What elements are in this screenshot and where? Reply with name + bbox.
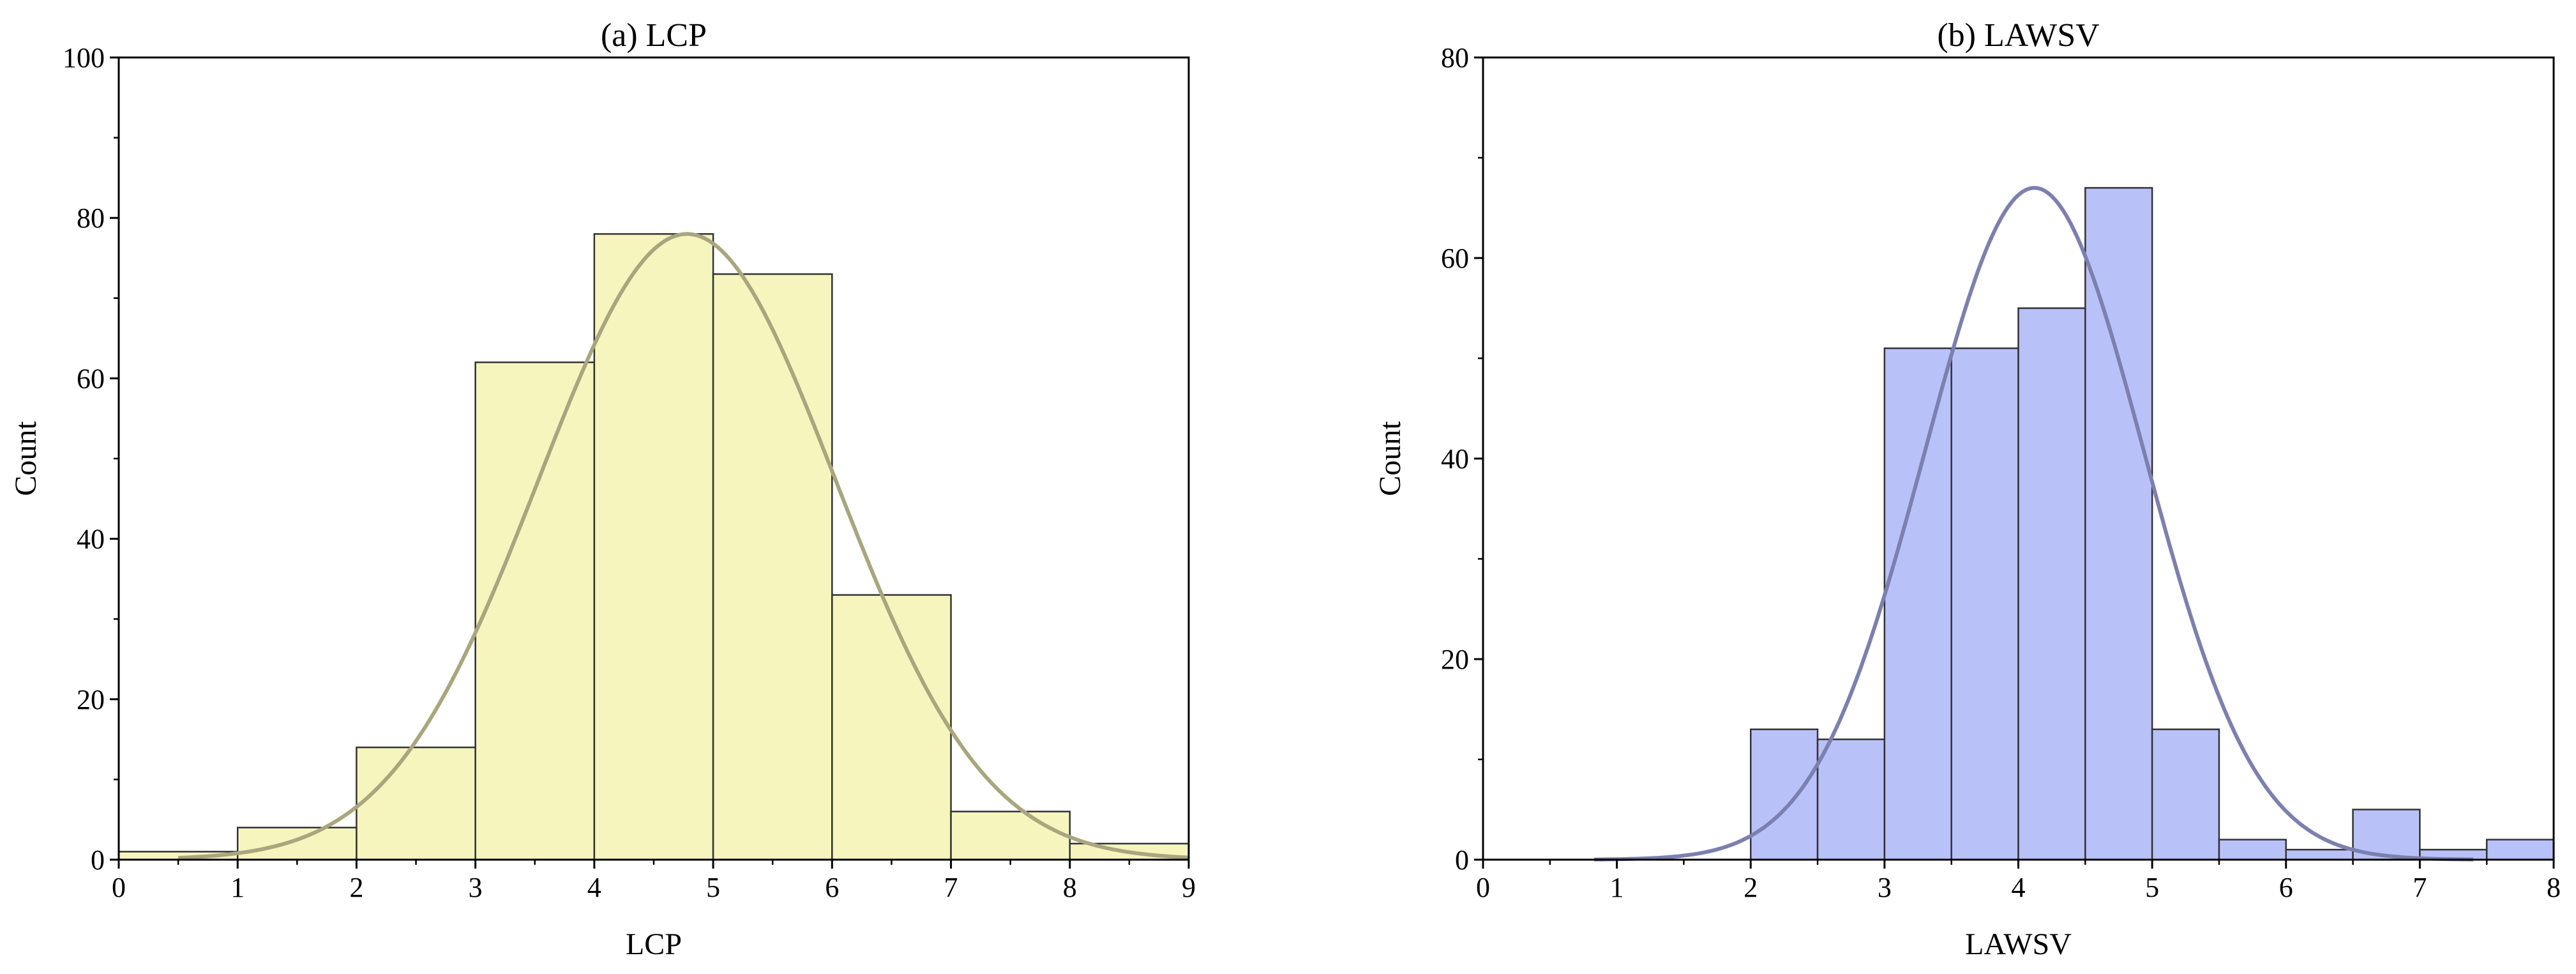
- y-tick-label-lcp-60: 60: [77, 363, 105, 394]
- histogram-bar-lcp-6: [712, 273, 833, 861]
- y-tick-label-lcp-0: 0: [91, 844, 105, 876]
- x-axis-ticks-lcp: 0 1 2 3 4 5 6 7 8 9: [112, 860, 1196, 903]
- y-tick-label-lawsv-60: 60: [1441, 243, 1469, 274]
- x-tick-label-lcp-3: 3: [469, 872, 483, 903]
- x-tick-label-lawsv-6: 6: [2279, 872, 2293, 903]
- x-tick-label-lcp-8: 8: [1063, 872, 1077, 903]
- histogram-bar-lawsv-7: [2151, 728, 2220, 861]
- x-tick-label-lawsv-7: 7: [2413, 872, 2427, 903]
- y-axis-ticks-lcp: 0 20 40 60 80 100: [63, 42, 119, 876]
- chart-title-lcp: (a) LCP: [601, 17, 707, 54]
- histogram-bar-lcp-5: [593, 233, 714, 861]
- x-tick-label-lawsv-4: 4: [2012, 872, 2026, 903]
- normal-curve-lawsv: [1593, 186, 2474, 862]
- x-axis-label-lcp: LCP: [626, 927, 682, 961]
- x-tick-label-lawsv-0: 0: [1476, 872, 1490, 903]
- histogram-bar-lawsv-5: [2017, 307, 2086, 861]
- y-axis-ticks-lawsv: 0 20 40 60 80: [1441, 42, 1483, 876]
- histogram-bar-lawsv-12: [2485, 839, 2555, 861]
- histogram-bar-lawsv-1: [1750, 728, 1819, 861]
- x-tick-label-lcp-2: 2: [349, 872, 363, 903]
- y-tick-label-lcp-80: 80: [77, 202, 105, 234]
- y-tick-label-lcp-40: 40: [77, 524, 105, 555]
- histogram-bar-lawsv-8: [2218, 839, 2287, 861]
- x-tick-label-lcp-9: 9: [1182, 872, 1196, 903]
- chart-title-lawsv: (b) LAWSV: [1937, 17, 2099, 54]
- x-tick-label-lawsv-1: 1: [1610, 872, 1624, 903]
- histogram-bar-lawsv-3: [1883, 347, 1952, 861]
- x-axis-ticks-lawsv: 0 1 2 3 4 5 6 7 8: [1476, 860, 2561, 903]
- x-tick-label-lawsv-8: 8: [2547, 872, 2561, 903]
- histogram-bar-lcp-8: [950, 810, 1071, 861]
- x-tick-label-lawsv-5: 5: [2145, 872, 2159, 903]
- histogram-bar-lawsv-4: [1950, 347, 2019, 861]
- y-tick-label-lawsv-80: 80: [1441, 42, 1469, 73]
- histogram-bar-lcp-7: [831, 594, 952, 861]
- x-tick-label-lawsv-2: 2: [1744, 872, 1758, 903]
- histogram-bar-lcp-2: [236, 826, 358, 861]
- histogram-panel-lawsv: 0 1 2 3 4 5 6 7 8 0 20 40 60 80 (b) LAWSV LAWSV Coun…: [1373, 17, 2561, 961]
- y-tick-label-lawsv-0: 0: [1455, 844, 1469, 876]
- normal-curve-lcp: [177, 232, 1189, 860]
- x-tick-label-lawsv-3: 3: [1878, 872, 1892, 903]
- bars-lawsv: [1750, 186, 2555, 861]
- y-tick-label-lcp-20: 20: [77, 684, 105, 715]
- x-tick-label-lcp-6: 6: [825, 872, 839, 903]
- histogram-bar-lawsv-6: [2084, 186, 2153, 861]
- y-axis-label-lawsv: Count: [1373, 421, 1407, 496]
- y-axis-label-lcp: Count: [9, 421, 43, 496]
- x-tick-label-lcp-7: 7: [944, 872, 958, 903]
- histogram-bar-lcp-3: [356, 746, 476, 861]
- bars-lcp: [117, 233, 1190, 861]
- histogram-bar-lawsv-9: [2285, 849, 2354, 861]
- x-tick-label-lcp-1: 1: [230, 872, 245, 903]
- x-tick-label-lcp-4: 4: [587, 872, 601, 903]
- y-tick-label-lcp-100: 100: [63, 42, 105, 73]
- x-tick-label-lcp-0: 0: [112, 872, 126, 903]
- histogram-panel-lcp: 0 1 2 3 4 5 6 7 8 9 0 20 40 60 80 100 (a) LCP LCP Coun…: [9, 17, 1196, 961]
- y-tick-label-lawsv-20: 20: [1441, 644, 1469, 675]
- x-tick-label-lcp-5: 5: [706, 872, 720, 903]
- x-axis-label-lawsv: LAWSV: [1965, 927, 2072, 961]
- histogram-bar-lcp-4: [474, 361, 596, 861]
- y-tick-label-lawsv-40: 40: [1441, 443, 1469, 475]
- histogram-bar-lawsv-2: [1816, 738, 1886, 861]
